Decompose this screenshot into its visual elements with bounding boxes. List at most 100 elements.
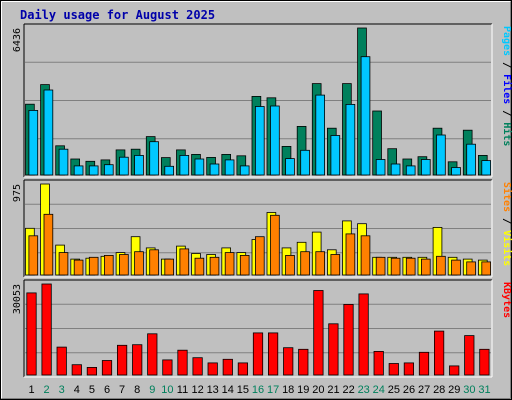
day-label-4: 4: [74, 384, 80, 396]
bar-sites-day-24: [375, 256, 386, 276]
bar-sites-day-13: [209, 256, 220, 276]
day-label-1: 1: [28, 384, 34, 396]
bar-kbytes-day-25: [388, 363, 399, 376]
day-label-29: 29: [448, 384, 460, 396]
bar-sites-day-17: [270, 214, 280, 276]
bar-sites-day-9: [149, 249, 159, 276]
bar-files-day-18: [285, 158, 295, 176]
day-label-8: 8: [134, 384, 140, 396]
bar-kbytes-day-5: [86, 366, 97, 376]
day-label-15: 15: [237, 384, 249, 396]
bar-files-day-6: [104, 164, 114, 176]
bar-files-day-25: [390, 163, 401, 176]
bar-files-day-30: [466, 143, 476, 176]
bar-kbytes-day-18: [283, 347, 294, 376]
day-label-12: 12: [191, 384, 203, 396]
bar-files-day-13: [209, 163, 220, 176]
day-label-9: 9: [149, 384, 155, 396]
day-label-2: 2: [44, 384, 50, 396]
day-label-6: 6: [104, 384, 110, 396]
bar-files-day-7: [119, 156, 129, 176]
bar-sites-day-1: [28, 235, 39, 276]
bar-files-day-20: [315, 94, 325, 176]
bar-files-day-21: [330, 135, 341, 176]
day-label-21: 21: [327, 384, 339, 396]
bar-files-day-4: [73, 165, 84, 176]
day-label-20: 20: [312, 384, 324, 396]
bar-kbytes-day-24: [373, 350, 384, 376]
bar-files-day-29: [451, 167, 461, 176]
bar-sites-day-10: [164, 258, 175, 276]
bar-kbytes-day-26: [403, 362, 415, 376]
bar-files-day-24: [375, 159, 386, 176]
bar-files-day-27: [420, 159, 431, 176]
bar-kbytes-day-8: [132, 344, 143, 376]
bar-files-day-16: [254, 106, 265, 176]
bar-files-day-11: [179, 154, 190, 176]
bar-sites-day-18: [285, 254, 295, 276]
bar-files-day-5: [88, 165, 99, 176]
bar-kbytes-day-11: [177, 349, 188, 376]
bar-sites-day-14: [224, 252, 235, 276]
bar-files-day-28: [436, 134, 446, 176]
panel-series-label: Pages / Files / Hits: [501, 26, 512, 146]
bar-kbytes-day-9: [147, 333, 158, 376]
day-label-23: 23: [358, 384, 370, 396]
day-label-3: 3: [59, 384, 65, 396]
bar-kbytes-day-13: [207, 362, 218, 376]
day-label-26: 26: [403, 384, 415, 396]
bar-sites-day-7: [119, 254, 129, 276]
bar-kbytes-day-2: [41, 283, 52, 376]
day-label-13: 13: [207, 384, 219, 396]
day-label-19: 19: [297, 384, 309, 396]
day-label-17: 17: [267, 384, 279, 396]
day-label-22: 22: [342, 384, 354, 396]
bar-sites-day-29: [451, 259, 461, 276]
bar-sites-day-15: [239, 254, 250, 276]
panel-ymax-label: 975: [12, 184, 23, 202]
bar-files-day-12: [194, 158, 205, 176]
bar-sites-day-26: [405, 257, 416, 276]
bar-kbytes-day-3: [56, 346, 67, 376]
bar-sites-day-6: [104, 254, 114, 276]
bar-kbytes-day-19: [298, 348, 309, 376]
day-label-24: 24: [373, 384, 385, 396]
bar-kbytes-day-16: [252, 332, 264, 376]
day-label-28: 28: [433, 384, 445, 396]
bar-kbytes-day-17: [267, 332, 279, 376]
bar-sites-day-22: [345, 233, 356, 276]
bar-sites-day-12: [194, 257, 205, 276]
day-label-11: 11: [177, 384, 188, 396]
panel-ymax-label: 6436: [12, 28, 23, 52]
bar-files-day-17: [270, 105, 280, 176]
day-label-18: 18: [282, 384, 294, 396]
bar-sites-day-5: [88, 256, 99, 276]
bar-files-day-14: [224, 159, 235, 176]
bar-kbytes-day-27: [418, 351, 430, 376]
bar-kbytes-day-4: [71, 364, 82, 376]
bar-files-day-2: [43, 89, 54, 176]
panel-kbytes: 30053 KBytes: [12, 279, 512, 378]
bar-kbytes-day-30: [464, 335, 475, 376]
chart-title: Daily usage for August 2025: [20, 8, 215, 22]
bar-sites-day-3: [58, 252, 69, 276]
bar-files-day-22: [345, 104, 356, 176]
bar-files-day-23: [360, 56, 371, 176]
day-label-30: 30: [463, 384, 475, 396]
day-label-16: 16: [252, 384, 264, 396]
bar-kbytes-day-31: [479, 348, 490, 376]
day-label-14: 14: [222, 384, 234, 396]
bar-kbytes-day-10: [162, 359, 173, 376]
bar-files-day-8: [134, 154, 144, 176]
day-labels: 1 2 3 4 5 6 7 8 9 10 11 12 13 14 15 16 17 18 19 20 21 22 23 24 2…: [28, 384, 490, 396]
bar-kbytes-day-28: [433, 330, 445, 376]
chart-panels: 6436 Pages / Files / Hits 975 Sites / Visit…: [12, 23, 512, 378]
bar-kbytes-day-20: [313, 290, 324, 376]
bar-kbytes-day-21: [328, 323, 339, 376]
bar-kbytes-day-6: [101, 360, 113, 376]
bar-kbytes-day-7: [117, 344, 128, 376]
bar-sites-day-11: [179, 248, 190, 276]
bar-sites-day-20: [315, 251, 325, 276]
bar-files-day-1: [28, 110, 39, 176]
